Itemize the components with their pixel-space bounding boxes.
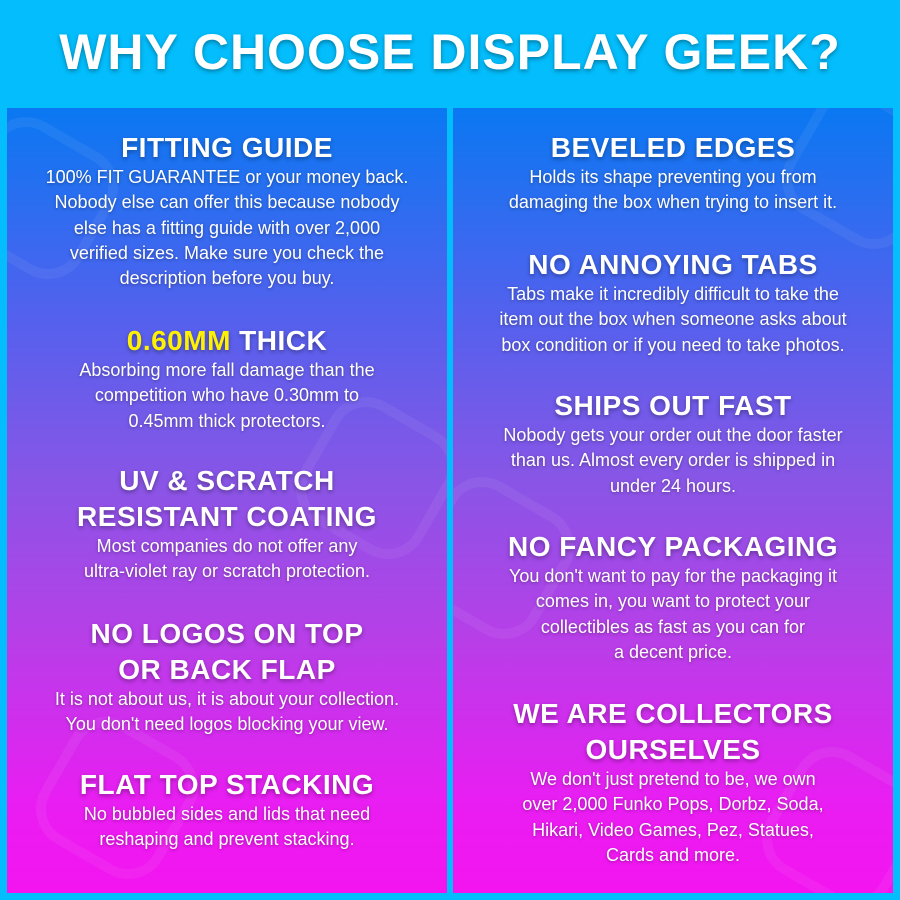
- feature-no-tabs: NO ANNOYING TABS Tabs make it incredibly…: [453, 247, 893, 358]
- feature-beveled-edges: BEVELED EDGES Holds its shape preventing…: [453, 130, 893, 216]
- feature-body: Absorbing more fall damage than the comp…: [79, 360, 375, 431]
- page-title: WHY CHOOSE DISPLAY GEEK?: [59, 24, 841, 80]
- feature-body: You don't want to pay for the packaging …: [509, 566, 837, 662]
- feature-collectors: WE ARE COLLECTORS OURSELVES We don't jus…: [453, 696, 893, 868]
- left-panel: FITTING GUIDE 100% FIT GUARANTEE or your…: [7, 108, 447, 893]
- feature-heading: BEVELED EDGES: [550, 132, 796, 163]
- feature-fitting-guide: FITTING GUIDE 100% FIT GUARANTEE or your…: [7, 130, 447, 291]
- feature-heading: NO FANCY PACKAGING: [508, 531, 838, 562]
- feature-body: Holds its shape preventing you from dama…: [508, 167, 838, 213]
- feature-heading: SHIPS OUT FAST: [554, 390, 792, 421]
- feature-heading: UV & SCRATCH RESISTANT COATING: [77, 465, 377, 532]
- feature-uv-coating: UV & SCRATCH RESISTANT COATING Most comp…: [7, 463, 447, 585]
- thickness-highlight: 0.60MM: [126, 325, 231, 356]
- feature-body: Nobody gets your order out the door fast…: [503, 425, 843, 496]
- feature-body: 100% FIT GUARANTEE or your money back. N…: [45, 167, 409, 289]
- feature-thickness: 0.60MM THICK Absorbing more fall damage …: [7, 323, 447, 434]
- feature-body: Most companies do not offer any ultra-vi…: [83, 536, 371, 582]
- feature-flat-top: FLAT TOP STACKING No bubbled sides and l…: [7, 767, 447, 853]
- right-panel: BEVELED EDGES Holds its shape preventing…: [453, 108, 893, 893]
- feature-ships-fast: SHIPS OUT FAST Nobody gets your order ou…: [453, 388, 893, 499]
- feature-heading: 0.60MM THICK: [7, 323, 447, 359]
- feature-heading: NO LOGOS ON TOP OR BACK FLAP: [90, 618, 364, 685]
- feature-body: We don't just pretend to be, we own over…: [522, 769, 824, 865]
- feature-no-logos: NO LOGOS ON TOP OR BACK FLAP It is not a…: [7, 616, 447, 738]
- feature-heading: NO ANNOYING TABS: [528, 249, 818, 280]
- feature-heading: FLAT TOP STACKING: [79, 769, 375, 800]
- feature-body: It is not about us, it is about your col…: [54, 689, 400, 735]
- feature-body: Tabs make it incredibly difficult to tak…: [499, 284, 847, 355]
- feature-heading: WE ARE COLLECTORS OURSELVES: [513, 698, 833, 765]
- feature-heading: FITTING GUIDE: [121, 132, 333, 163]
- feature-no-packaging: NO FANCY PACKAGING You don't want to pay…: [453, 529, 893, 665]
- heading-text: THICK: [230, 325, 328, 356]
- feature-body: No bubbled sides and lids that need resh…: [83, 804, 371, 850]
